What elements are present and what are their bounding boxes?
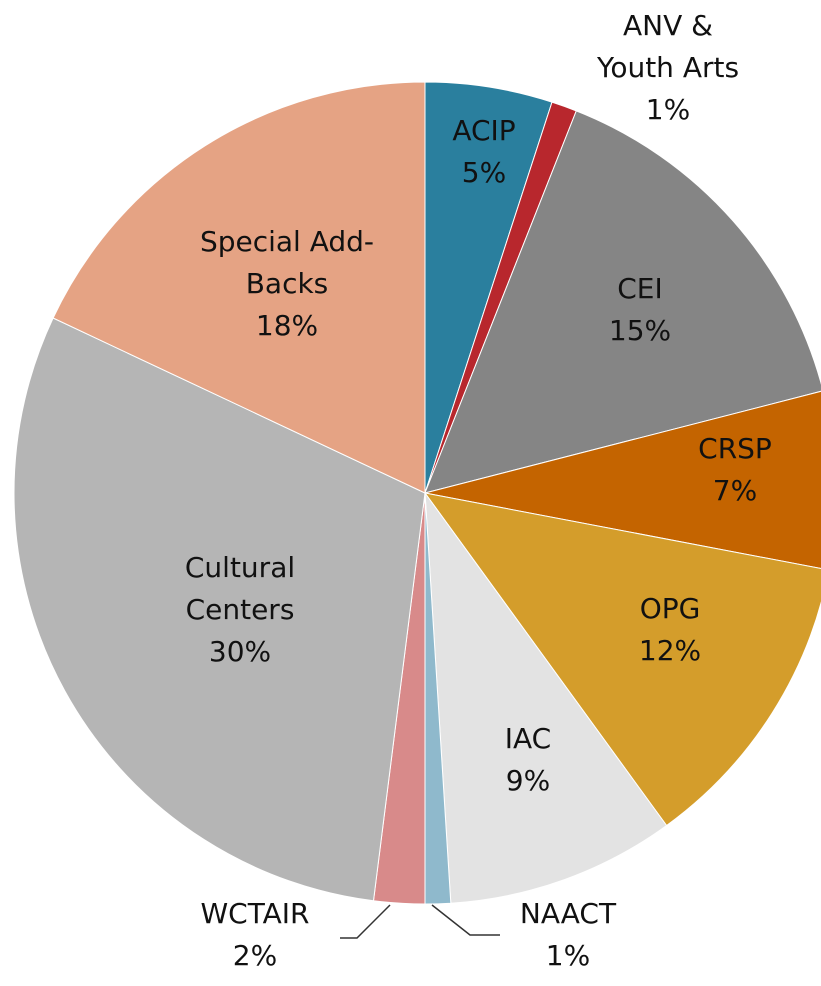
category-label: WCTAIR [200, 897, 310, 930]
value-label: 2% [232, 939, 278, 972]
category-label: IAC [504, 722, 552, 755]
slice-label: CRSP 7% [675, 428, 795, 512]
pie-slice [52, 81, 426, 494]
slice-label: IAC 9% [468, 718, 588, 802]
value-label: 18% [255, 309, 319, 342]
value-label: 7% [712, 474, 758, 507]
pie-slice [423, 492, 821, 827]
value-label: 1% [545, 939, 591, 972]
value-label: 12% [638, 634, 702, 667]
pie-slice [424, 110, 821, 494]
value-label: 9% [505, 764, 551, 797]
category-label: ACIP [452, 114, 516, 147]
pie-slice [424, 390, 821, 570]
slice-label: ANV & Youth Arts 1% [581, 5, 756, 131]
category-label: Special Add-Backs [199, 225, 375, 300]
category-label: ANV & Youth Arts [596, 9, 740, 84]
value-label: 15% [608, 314, 672, 347]
slice-label: CEI 15% [565, 268, 715, 352]
leader-line [340, 904, 391, 939]
value-label: 30% [208, 635, 272, 668]
pie-slice [424, 491, 668, 904]
slice-label: ACIP 5% [424, 110, 544, 194]
value-label: 1% [645, 93, 691, 126]
category-label: CRSP [698, 432, 772, 465]
category-label: NAACT [519, 897, 617, 930]
category-label: CEI [617, 272, 663, 305]
value-label: 5% [461, 156, 507, 189]
slice-label: Cultural Centers 30% [160, 547, 320, 673]
slice-label: OPG 12% [610, 588, 730, 672]
slice-label: WCTAIR 2% [170, 893, 340, 977]
category-label: OPG [639, 592, 701, 625]
leader-line [431, 904, 500, 936]
pie-slice [13, 317, 426, 902]
category-label: Cultural Centers [184, 551, 296, 626]
slice-label: NAACT 1% [488, 893, 648, 977]
slice-label: Special Add-Backs 18% [197, 221, 377, 347]
